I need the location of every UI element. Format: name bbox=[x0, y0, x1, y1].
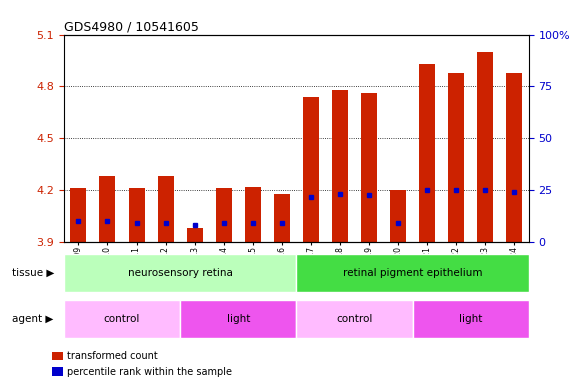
Bar bbox=[216, 188, 232, 242]
Bar bbox=[477, 52, 493, 242]
Text: control: control bbox=[104, 314, 140, 324]
Text: retinal pigment epithelium: retinal pigment epithelium bbox=[343, 268, 482, 278]
Bar bbox=[413, 300, 529, 338]
Bar bbox=[274, 194, 290, 242]
Text: agent ▶: agent ▶ bbox=[12, 314, 53, 324]
Bar bbox=[332, 90, 348, 242]
Text: transformed count: transformed count bbox=[67, 351, 157, 361]
Bar bbox=[187, 228, 203, 242]
Bar bbox=[419, 64, 435, 242]
Bar bbox=[70, 188, 87, 242]
Bar bbox=[64, 254, 296, 292]
Bar bbox=[296, 254, 529, 292]
Text: control: control bbox=[336, 314, 372, 324]
Bar bbox=[506, 73, 522, 242]
Text: percentile rank within the sample: percentile rank within the sample bbox=[67, 367, 232, 377]
Bar bbox=[448, 73, 464, 242]
Bar bbox=[361, 93, 377, 242]
Text: light: light bbox=[227, 314, 250, 324]
Bar bbox=[157, 176, 174, 242]
Bar bbox=[180, 300, 296, 338]
Bar bbox=[128, 188, 145, 242]
Text: GDS4980 / 10541605: GDS4980 / 10541605 bbox=[64, 20, 199, 33]
Text: neurosensory retina: neurosensory retina bbox=[128, 268, 232, 278]
Bar bbox=[64, 300, 180, 338]
Bar bbox=[99, 176, 116, 242]
Text: light: light bbox=[459, 314, 482, 324]
Bar bbox=[245, 187, 261, 242]
Bar bbox=[303, 97, 319, 242]
Bar bbox=[390, 190, 406, 242]
Bar bbox=[296, 300, 413, 338]
Text: tissue ▶: tissue ▶ bbox=[12, 268, 54, 278]
